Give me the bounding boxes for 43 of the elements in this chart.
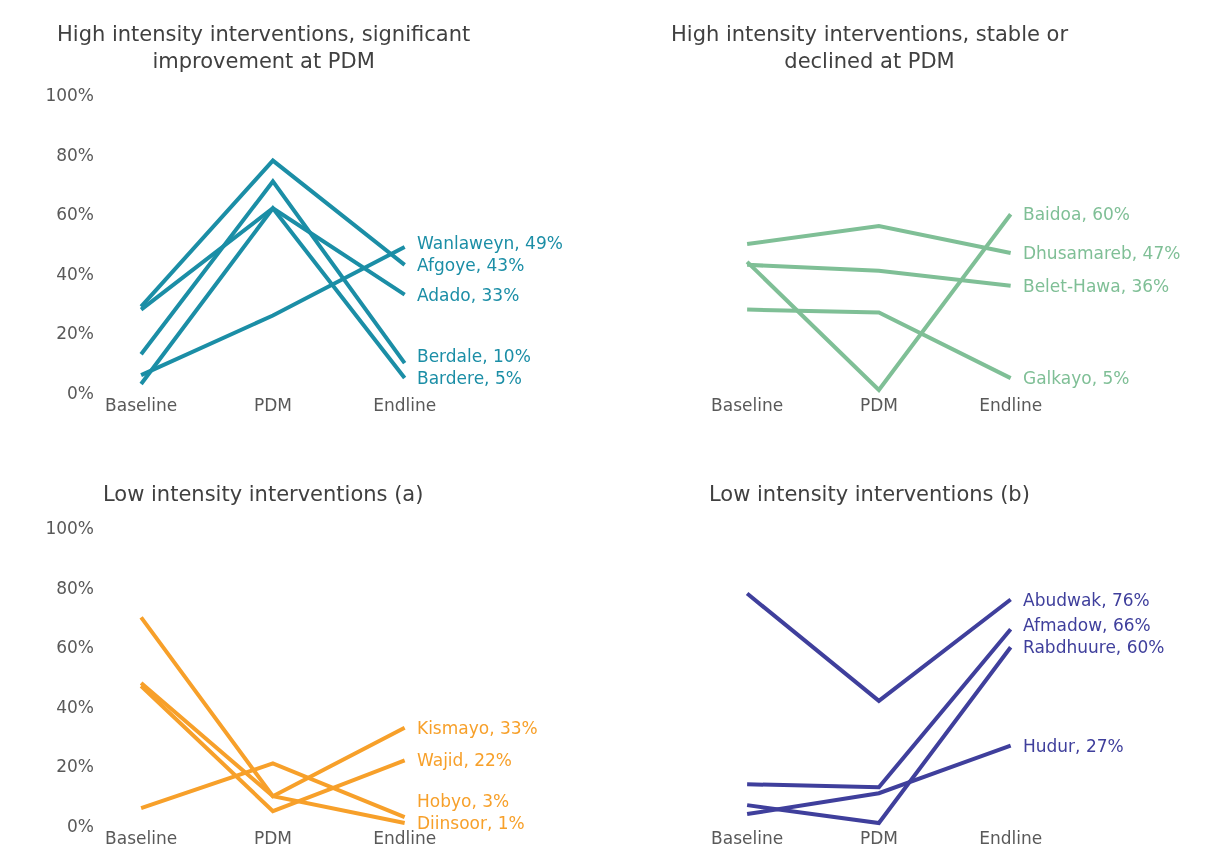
series-label: Hudur, 27% [1023, 736, 1124, 756]
y-tick-label: 100% [45, 517, 94, 538]
series-label: Dhusamareb, 47% [1023, 243, 1181, 263]
y-tick-label: 60% [56, 637, 94, 658]
y-tick-label: 0% [67, 815, 94, 836]
chart-title: High intensity interventions, significant improvement at PDM [57, 22, 471, 74]
y-tick-label: 60% [56, 204, 94, 225]
chart-title: High intensity interventions, stable or declined at PDM [671, 22, 1069, 74]
y-tick-label: 40% [56, 263, 94, 284]
x-tick-label: Baseline [105, 828, 178, 848]
y-tick-label: 40% [56, 696, 94, 717]
series-label: Hobyo, 3% [417, 791, 510, 811]
y-tick-label: 0% [67, 382, 94, 403]
y-tick-label: 20% [56, 756, 94, 777]
x-tick-label: Baseline [711, 395, 784, 415]
x-tick-label: PDM [859, 395, 898, 415]
y-tick-label: 100% [45, 84, 94, 105]
series-label: Afgoye, 43% [417, 255, 525, 275]
series-label: Belet-Hawa, 36% [1023, 276, 1170, 296]
series-label: Wanlaweyn, 49% [417, 233, 563, 253]
chart-title: Low intensity interventions (b) [709, 482, 1030, 506]
x-tick-label: Endline [979, 828, 1043, 848]
x-tick-label: Baseline [711, 828, 784, 848]
x-tick-label: PDM [859, 828, 898, 848]
x-tick-label: PDM [253, 395, 292, 415]
series-label: Galkayo, 5% [1023, 368, 1130, 388]
series-label: Berdale, 10% [417, 346, 531, 366]
series-label: Wajid, 22% [417, 750, 512, 770]
x-tick-label: Baseline [105, 395, 178, 415]
y-tick-label: 80% [56, 577, 94, 598]
y-tick-label: 80% [56, 144, 94, 165]
series-label: Afmadow, 66% [1023, 615, 1151, 635]
series-label: Kismayo, 33% [417, 718, 538, 738]
series-label: Baidoa, 60% [1023, 204, 1131, 224]
x-tick-label: Endline [373, 395, 437, 415]
series-label: Abudwak, 76% [1023, 590, 1150, 610]
series-label: Adado, 33% [417, 285, 520, 305]
series-label: Rabdhuure, 60% [1023, 637, 1165, 657]
y-tick-label: 20% [56, 323, 94, 344]
x-tick-label: PDM [253, 828, 292, 848]
chart-title: Low intensity interventions (a) [103, 482, 424, 506]
series-label: Bardere, 5% [417, 368, 522, 388]
x-tick-label: Endline [979, 395, 1043, 415]
